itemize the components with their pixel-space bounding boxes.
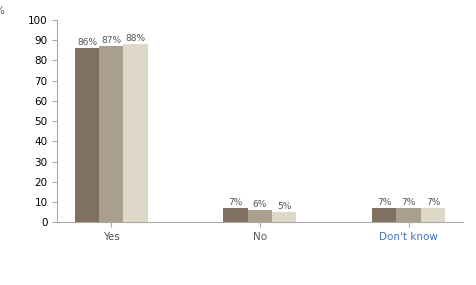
- Bar: [75, 48, 99, 222]
- Text: 7%: 7%: [377, 198, 391, 207]
- Bar: [396, 208, 420, 222]
- Text: 6%: 6%: [252, 200, 267, 209]
- Text: 7%: 7%: [401, 198, 415, 207]
- Bar: [223, 208, 248, 222]
- Text: 7%: 7%: [425, 198, 439, 207]
- Legend: District health boards, Central government, All public entities: District health boards, Central governme…: [68, 284, 451, 285]
- Bar: [123, 44, 148, 222]
- Text: 88%: 88%: [125, 34, 145, 43]
- Text: 87%: 87%: [101, 36, 121, 45]
- Text: 7%: 7%: [228, 198, 242, 207]
- Bar: [271, 212, 296, 222]
- Bar: [420, 208, 444, 222]
- Text: 86%: 86%: [77, 38, 97, 47]
- Text: %: %: [0, 6, 4, 16]
- Bar: [99, 46, 123, 222]
- Text: 5%: 5%: [277, 201, 291, 211]
- Bar: [248, 210, 271, 222]
- Bar: [371, 208, 396, 222]
